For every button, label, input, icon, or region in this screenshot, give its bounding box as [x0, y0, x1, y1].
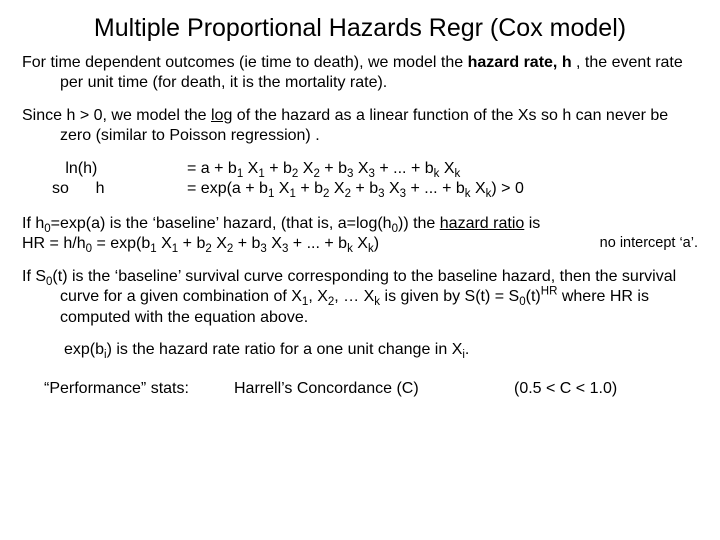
survival-curve-paragraph: If S0(t) is the ‘baseline’ survival curv…: [22, 267, 698, 328]
eq-h-left: so h: [52, 179, 187, 199]
slide-title: Multiple Proportional Hazards Regr (Cox …: [22, 14, 698, 43]
hazard-ratio-block: If h0=exp(a) is the ‘baseline’ hazard, (…: [22, 214, 698, 255]
stats-range: (0.5 < C < 1.0): [514, 379, 617, 399]
performance-stats-row: “Performance” stats: Harrell’s Concordan…: [22, 379, 698, 399]
equation-block: ln(h) = a + b1 X1 + b2 X2 + b3 X3 + ... …: [22, 159, 698, 200]
note-no-intercept: no intercept ‘a’.: [582, 234, 698, 254]
eq-lnh-right: = a + b1 X1 + b2 X2 + b3 X3 + ... + bk X…: [187, 159, 698, 179]
stats-label: “Performance” stats:: [44, 379, 234, 399]
paragraph-hazard-rate: For time dependent outcomes (ie time to …: [22, 53, 698, 94]
exp-bi-paragraph: exp(bi) is the hazard rate ratio for a o…: [22, 340, 698, 360]
paragraph-log-hazard: Since h > 0, we model the log of the haz…: [22, 106, 698, 147]
eq-h-right: = exp(a + b1 X1 + b2 X2 + b3 X3 + ... + …: [187, 179, 698, 199]
eq-lnh-left: ln(h): [52, 159, 187, 179]
stats-concordance: Harrell’s Concordance (C): [234, 379, 514, 399]
hazard-ratio-equation: HR = h/h0 = exp(b1 X1 + b2 X2 + b3 X3 + …: [22, 234, 379, 254]
